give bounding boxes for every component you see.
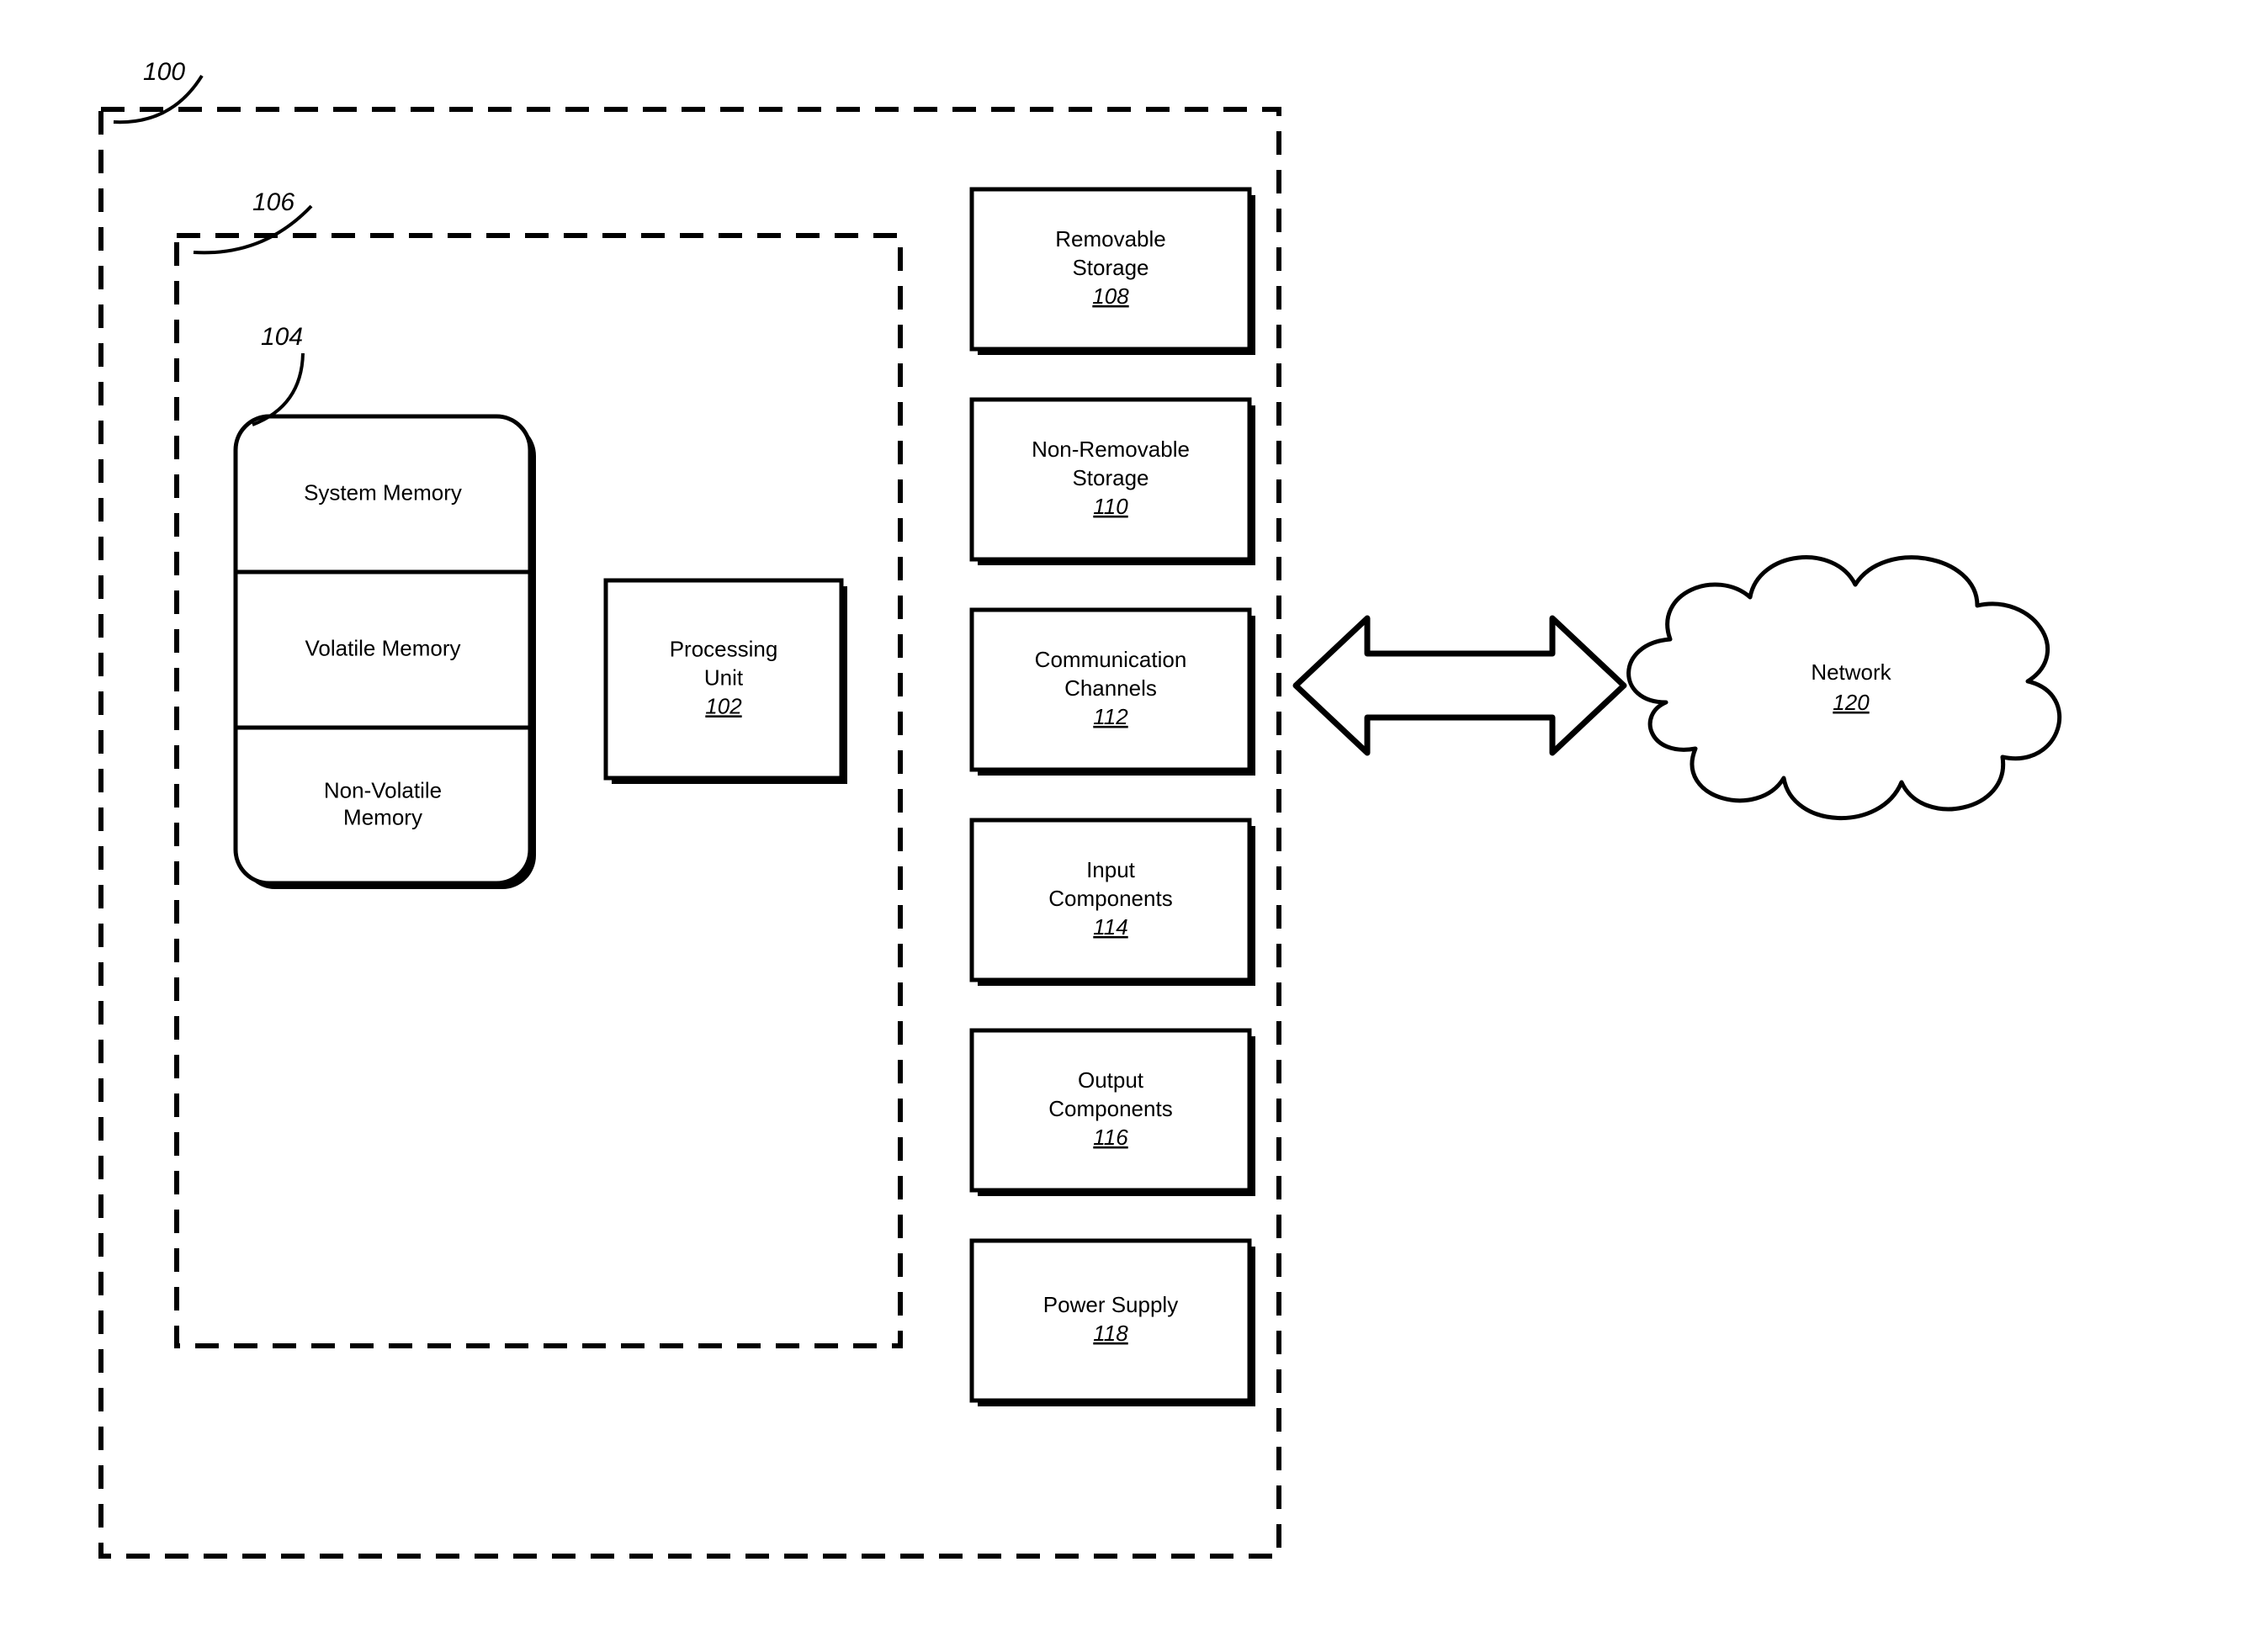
svg-text:114: 114 <box>1093 914 1127 940</box>
svg-text:Communication: Communication <box>1035 647 1187 672</box>
svg-text:112: 112 <box>1093 704 1128 729</box>
svg-text:Channels: Channels <box>1064 675 1157 701</box>
svg-text:Storage: Storage <box>1072 465 1149 490</box>
svg-text:120: 120 <box>1833 690 1870 715</box>
svg-text:Output: Output <box>1078 1067 1144 1093</box>
svg-text:Processing: Processing <box>670 636 778 661</box>
svg-text:Power Supply: Power Supply <box>1043 1292 1178 1317</box>
svg-text:Non-Volatile: Non-Volatile <box>324 777 442 802</box>
svg-text:System Memory: System Memory <box>304 479 462 505</box>
svg-text:Removable: Removable <box>1055 226 1166 252</box>
svg-text:Memory: Memory <box>343 804 422 829</box>
svg-text:110: 110 <box>1093 494 1128 519</box>
svg-text:118: 118 <box>1093 1321 1128 1346</box>
svg-text:Components: Components <box>1048 886 1172 911</box>
svg-text:Input: Input <box>1086 857 1136 882</box>
svg-text:Unit: Unit <box>704 665 744 690</box>
svg-text:Network: Network <box>1811 659 1891 685</box>
svg-text:108: 108 <box>1092 283 1129 309</box>
svg-text:Volatile Memory: Volatile Memory <box>305 635 461 660</box>
svg-text:Storage: Storage <box>1072 255 1149 280</box>
svg-text:100: 100 <box>143 58 185 86</box>
svg-text:106: 106 <box>252 188 294 216</box>
svg-text:Components: Components <box>1048 1096 1172 1121</box>
svg-text:102: 102 <box>705 693 742 718</box>
svg-text:Non-Removable: Non-Removable <box>1032 437 1190 462</box>
svg-text:104: 104 <box>261 323 303 351</box>
svg-text:116: 116 <box>1093 1125 1128 1150</box>
